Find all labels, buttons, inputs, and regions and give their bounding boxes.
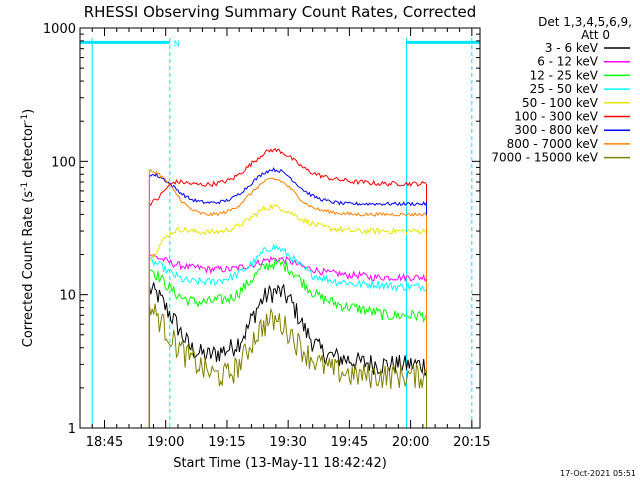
x-tick-label: 19:15: [208, 435, 245, 450]
x-tick-label: 19:45: [331, 435, 368, 450]
series-line: [148, 169, 427, 428]
legend-label: 800 - 7000 keV: [507, 137, 599, 151]
y-axis-label-sup2: -1: [20, 114, 30, 123]
series-line: [148, 243, 427, 428]
series-line: [148, 253, 427, 428]
series-line: [148, 303, 427, 428]
series-line: [148, 203, 427, 428]
x-axis: 18:45 19:00 19:15 19:30 19:45 20:00 20:15: [86, 28, 491, 450]
y-tick-label: 10: [59, 289, 76, 304]
legend-label: 300 - 800 keV: [514, 123, 598, 137]
y-tick-label: 1: [68, 422, 76, 437]
x-tick-label: 19:00: [147, 435, 184, 450]
series-line: [148, 258, 427, 428]
y-axis-label-mid: detector: [21, 122, 36, 182]
y-axis-label-main: Corrected Count Rate (s: [21, 191, 36, 348]
x-axis-label: Start Time (13-May-11 18:42:42): [173, 456, 387, 471]
series-line: [148, 167, 427, 428]
series-line: [148, 282, 427, 428]
legend-label: 50 - 100 keV: [522, 96, 599, 110]
x-tick-label: 20:00: [392, 435, 429, 450]
y-axis-label: Corrected Count Rate (s-1 detector-1): [20, 109, 36, 347]
y-axis-label-end: ): [21, 109, 36, 114]
y-axis-label-sup1: -1: [20, 182, 30, 191]
legend-label: 12 - 25 keV: [530, 68, 599, 82]
x-tick-label: 19:30: [269, 435, 306, 450]
legend-header: Det 1,3,4,5,6,9,: [538, 15, 632, 29]
night-label: N: [174, 39, 180, 48]
chart-title: RHESSI Observing Summary Count Rates, Co…: [84, 3, 477, 21]
x-tick-label: 20:15: [453, 435, 490, 450]
y-tick-label: 1000: [43, 22, 76, 37]
y-tick-label: 100: [51, 155, 76, 170]
legend-label: 6 - 12 keV: [537, 55, 599, 69]
timestamp: 17-Oct-2021 05:51: [560, 469, 636, 478]
plot-area: N: [80, 38, 480, 428]
legend-header-attenuator: Att 0: [581, 28, 610, 42]
series-line: [148, 147, 427, 428]
legend-label: 25 - 50 keV: [530, 82, 599, 96]
legend-label: 7000 - 15000 keV: [491, 151, 598, 165]
legend-label: 3 - 6 keV: [545, 41, 599, 55]
legend-label: 100 - 300 keV: [514, 110, 598, 124]
plot-frame: [79, 27, 481, 429]
x-tick-label: 18:45: [86, 435, 123, 450]
y-axis: 1 10 100 1000: [43, 22, 480, 437]
